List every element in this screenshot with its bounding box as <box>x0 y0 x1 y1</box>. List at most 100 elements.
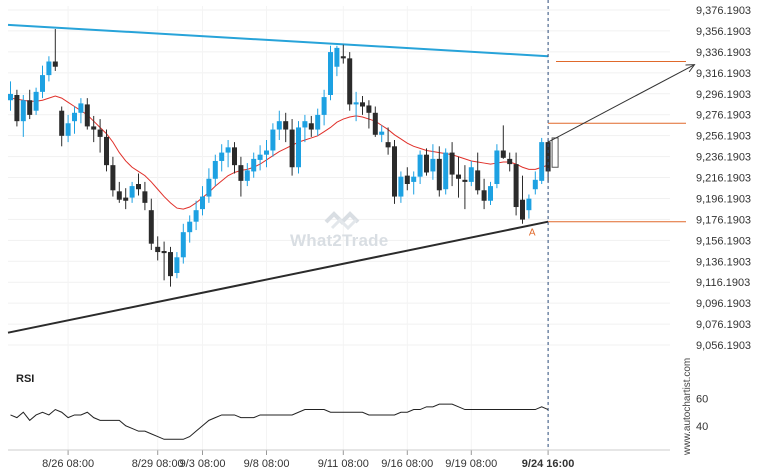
candle <box>161 241 167 281</box>
candle <box>494 144 500 189</box>
candle-body <box>526 198 532 211</box>
candle <box>449 142 455 187</box>
candle-body <box>302 121 308 128</box>
candle <box>328 45 333 101</box>
y-tick-label: 9,196.1903 <box>696 193 751 205</box>
candle-body <box>270 129 276 151</box>
candle <box>443 148 449 195</box>
rsi-tick-label: 60 <box>696 394 708 406</box>
candle-body <box>168 252 173 277</box>
candle <box>366 100 372 129</box>
candle <box>398 171 404 203</box>
projection-box <box>551 137 559 168</box>
candle-body <box>155 246 161 253</box>
chart-grid <box>8 6 670 450</box>
candle-body <box>46 61 52 76</box>
candle-body <box>257 154 263 160</box>
candle-body <box>436 158 442 191</box>
candle <box>206 168 212 203</box>
candle <box>20 95 26 137</box>
candle-body <box>97 129 103 137</box>
candle-body <box>532 179 538 190</box>
candle <box>33 87 39 115</box>
candle <box>520 175 525 224</box>
y-axis: 9,376.1903 9,356.1903 9,336.1903 9,316.1903… <box>696 5 751 352</box>
candle-body <box>123 197 129 201</box>
candle <box>148 198 154 250</box>
candle-body <box>392 146 397 197</box>
candle-body <box>289 129 295 168</box>
y-tick-label: 9,076.1903 <box>696 319 751 331</box>
candle <box>436 146 442 197</box>
candle <box>193 200 199 231</box>
y-tick-label: 9,096.1903 <box>696 298 751 310</box>
watermark: What2Trade <box>290 211 388 250</box>
candle-body <box>116 191 122 200</box>
candle-body <box>430 158 436 172</box>
resistance-trendline <box>7 23 549 58</box>
candle-body <box>539 142 545 181</box>
candle <box>289 119 295 176</box>
candle-body <box>404 175 410 184</box>
candle-body <box>456 174 461 179</box>
candle-body <box>462 179 468 182</box>
x-tick-label: 9/3 08:00 <box>180 458 226 470</box>
candle-body <box>232 147 237 166</box>
candle-body <box>366 105 372 113</box>
candle-body <box>200 196 205 210</box>
candle-body <box>65 123 71 136</box>
candle <box>276 110 282 141</box>
candle-body <box>225 147 231 153</box>
candle-body <box>251 158 257 172</box>
candle <box>417 150 423 184</box>
x-tick-label: 9/8 08:00 <box>244 458 290 470</box>
candle <box>372 106 378 137</box>
support-trendline <box>7 220 549 334</box>
candle <box>507 152 513 172</box>
candle-body <box>353 102 359 105</box>
candle-body <box>424 154 429 173</box>
rsi-label: RSI <box>16 373 34 385</box>
candle <box>296 121 301 174</box>
candle <box>385 127 391 155</box>
candle-body <box>142 191 148 203</box>
candle <box>411 171 417 195</box>
x-axis: 8/26 08:00 8/29 08:009/3 08:00 9/8 08:00 9/… <box>8 449 670 470</box>
candle-body <box>264 150 269 155</box>
candle-body <box>513 164 519 208</box>
candle <box>468 160 474 187</box>
candle <box>225 140 231 168</box>
candle <box>84 98 90 130</box>
candle-body <box>449 152 455 175</box>
x-tick-label: 8/29 08:00 <box>132 458 184 470</box>
candle-body <box>507 158 513 165</box>
candle <box>116 181 122 203</box>
rsi-panel: RSI 60 40 <box>10 373 708 440</box>
x-tick-label: 9/11 08:00 <box>318 458 369 470</box>
y-tick-label: 9,336.1903 <box>696 47 751 59</box>
candle <box>321 89 327 126</box>
price-levels <box>548 60 686 223</box>
candle <box>200 186 205 216</box>
candle <box>174 252 180 279</box>
y-tick-label: 9,376.1903 <box>696 5 751 17</box>
candle <box>219 144 225 172</box>
candle <box>27 89 33 120</box>
candle-body <box>385 142 391 148</box>
candle <box>52 29 58 71</box>
candle <box>180 223 186 264</box>
candle <box>97 119 103 153</box>
candle-body <box>148 210 154 244</box>
candle-body <box>187 221 193 233</box>
candle-body <box>238 165 244 181</box>
candle-body <box>417 154 423 177</box>
candle-body <box>296 127 301 168</box>
candle <box>481 178 487 210</box>
candle <box>526 194 532 219</box>
candle <box>532 171 538 195</box>
forecast-arrow-line <box>547 64 695 143</box>
y-tick-label: 9,296.1903 <box>696 89 751 101</box>
trendlines <box>7 23 549 334</box>
candle <box>340 44 346 64</box>
candle-body <box>276 121 282 130</box>
